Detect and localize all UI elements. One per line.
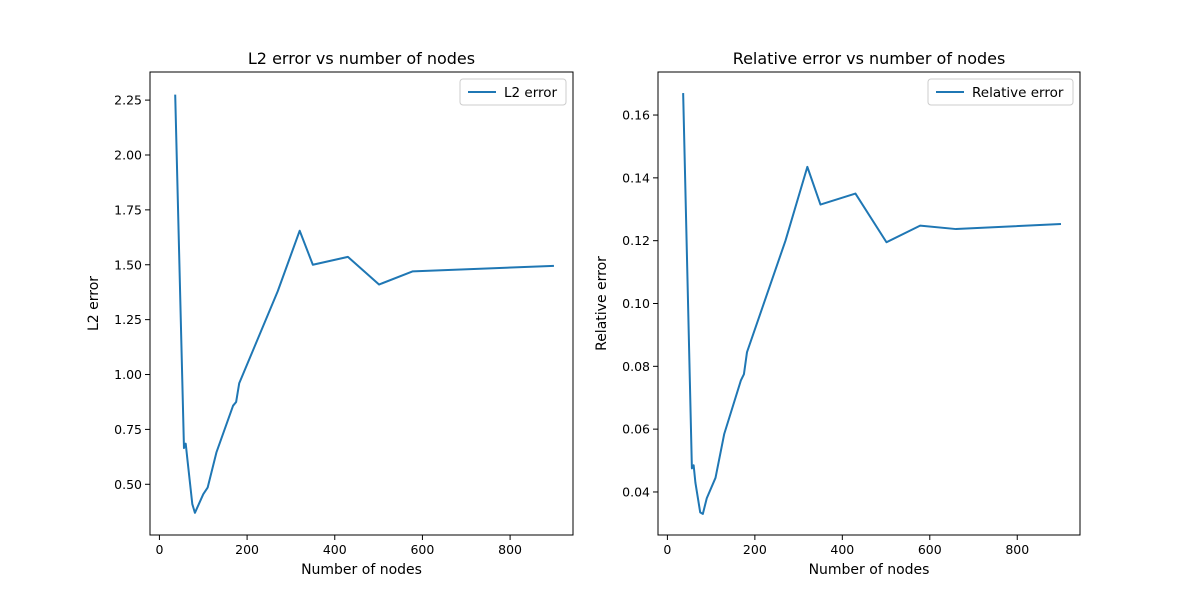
y-tick-label: 0.04 (622, 484, 650, 499)
chart-1: L2 error vs number of nodes 0 200 400 600 800… (86, 49, 574, 578)
chart-title: Relative error vs number of nodes (733, 49, 1006, 68)
y-tick-label: 0.12 (622, 233, 650, 248)
chart-2: Relative error vs number of nodes 0 200 400… (594, 49, 1081, 578)
x-tick-label: 600 (410, 542, 434, 557)
x-tick-label: 0 (663, 542, 671, 557)
x-tick-label: 800 (498, 542, 522, 557)
y-tick-label: 2.25 (114, 93, 142, 108)
x-tick-label: 800 (1005, 542, 1029, 557)
y-tick-label: 0.08 (622, 359, 650, 374)
series-line (174, 94, 554, 514)
legend-label: Relative error (972, 85, 1064, 101)
x-tick-label: 0 (155, 542, 163, 557)
y-tick-label: 0.06 (622, 422, 650, 437)
legend: Relative error (927, 78, 1074, 106)
x-tick-label: 400 (323, 542, 347, 557)
legend-box (459, 78, 567, 106)
y-tick-label: 0.75 (114, 422, 142, 437)
y-tick-label: 0.10 (622, 296, 650, 311)
x-tick-label: 200 (235, 542, 259, 557)
y-tick-label: 1.25 (114, 312, 142, 327)
y-tick-label: 0.14 (622, 170, 650, 185)
y-axis-label: L2 error (86, 276, 102, 331)
x-tick-label: 600 (918, 542, 942, 557)
y-tick-label: 1.00 (114, 367, 142, 382)
x-axis-label: Number of nodes (809, 562, 930, 578)
x-tick-label: 200 (743, 542, 767, 557)
axes-frame (657, 71, 1081, 536)
y-axis-label: Relative error (594, 256, 610, 351)
legend-label: L2 error (504, 85, 558, 101)
chart-title: L2 error vs number of nodes (248, 49, 475, 68)
y-tick-label: 0.50 (114, 477, 142, 492)
legend-box (927, 78, 1074, 106)
y-tick-label: 1.50 (114, 257, 142, 272)
axes-frame (149, 71, 574, 536)
x-axis-label: Number of nodes (301, 562, 422, 578)
y-tick-label: 0.16 (622, 108, 650, 123)
legend: L2 error (459, 78, 567, 106)
x-tick-label: 400 (830, 542, 854, 557)
series-line (682, 93, 1062, 515)
y-tick-label: 2.00 (114, 147, 142, 162)
y-tick-label: 1.75 (114, 202, 142, 217)
